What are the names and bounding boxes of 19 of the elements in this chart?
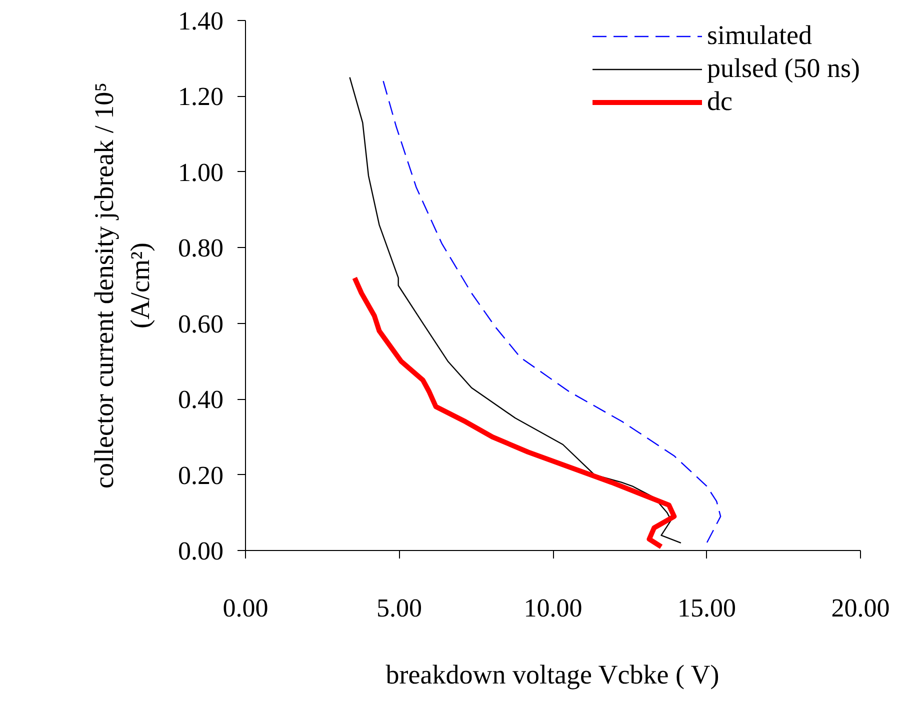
y-tick-label: 0.60 [178, 309, 224, 338]
y-axis-title: collector current density jcbreak / 10⁵ (A/cm²) [89, 82, 155, 488]
legend-label: simulated [707, 20, 812, 51]
y-tick-label: 0.80 [178, 234, 224, 263]
legend-label: dc [707, 86, 732, 117]
x-tick-label: 10.00 [524, 594, 582, 622]
x-axis-title: breakdown voltage Vcbke ( V) [386, 660, 720, 690]
x-tick-label: 0.00 [222, 594, 268, 622]
y-tick-label: 0.00 [178, 536, 224, 566]
x-tick-label: 15.00 [678, 594, 736, 622]
y-tick-label: 0.40 [178, 385, 224, 414]
y-tick-label: 1.20 [178, 82, 224, 112]
legend-label: pulsed (50 ns) [707, 53, 860, 84]
x-tick-label: 5.00 [376, 594, 422, 622]
x-tick-label: 20.00 [831, 594, 890, 622]
y-tick-label: 1.00 [178, 158, 224, 187]
y-tick-label: 1.40 [178, 6, 224, 36]
line-series [349, 76, 682, 544]
y-tick-label: 0.20 [178, 460, 224, 490]
